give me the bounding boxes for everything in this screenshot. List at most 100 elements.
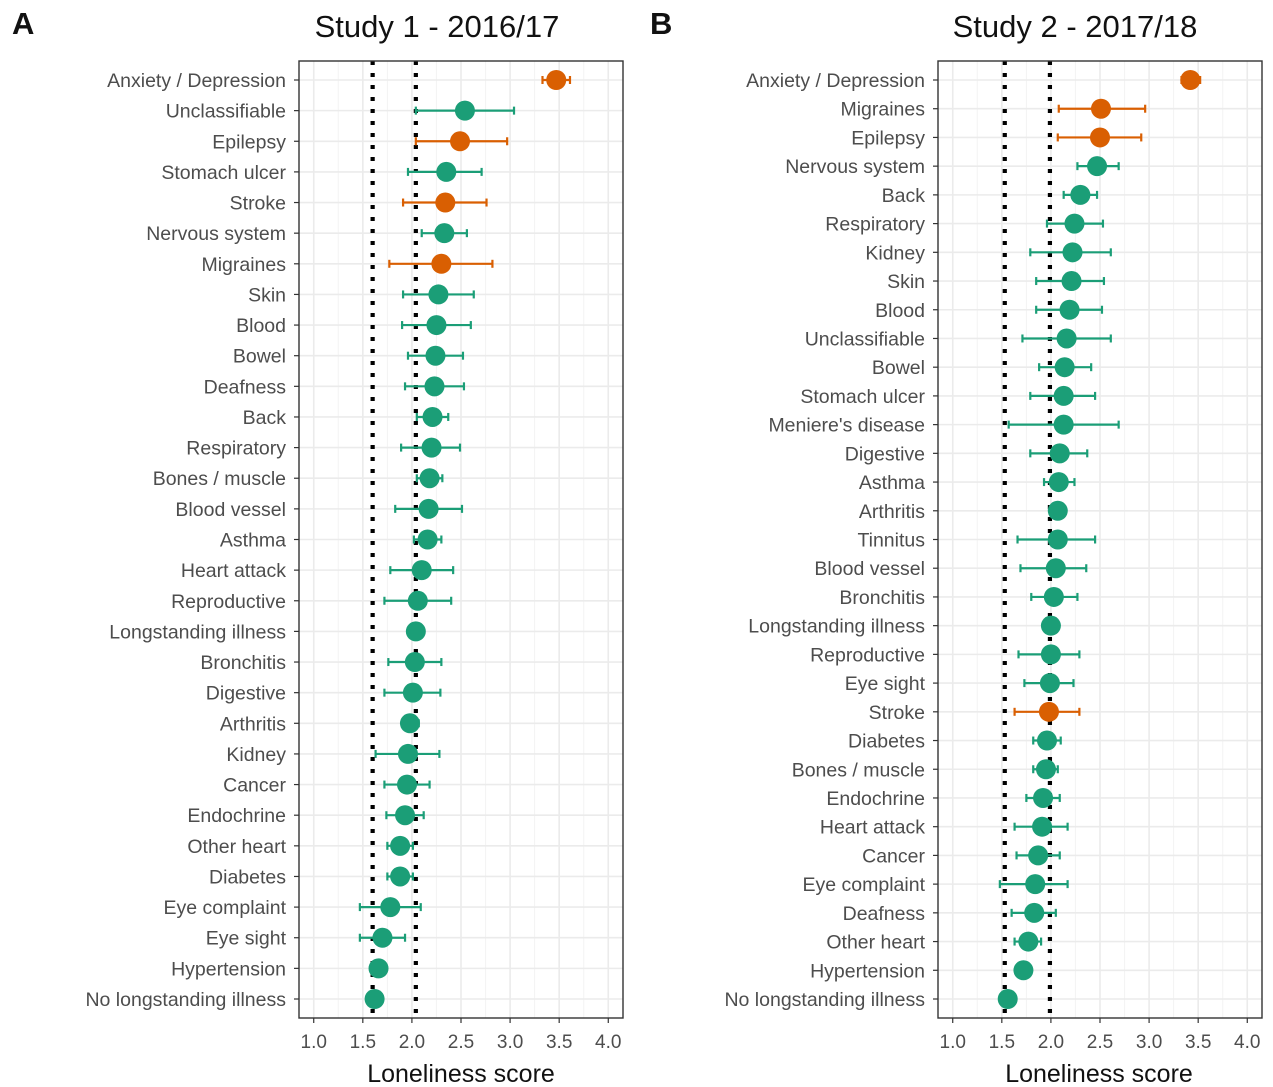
panel-b-category-label-eye-complaint: Eye complaint [803, 874, 926, 896]
panel-b-reference-lines [1002, 61, 1053, 1018]
panel-b-point-deafness [1024, 902, 1045, 923]
panel-a-frame [298, 60, 624, 1019]
panel-b-point-diabetes [1036, 730, 1057, 751]
panel-a-category-label-other-heart: Other heart [187, 836, 286, 858]
panel-b-point-migraines [1090, 98, 1111, 119]
panel-a-title: Study 1 - 2016/17 [315, 9, 560, 44]
panel-b-category-label-migraines: Migraines [840, 99, 925, 121]
panel-b-category-label-stroke: Stroke [869, 702, 925, 724]
panel-b-x-tick-label: 3.5 [1185, 1032, 1211, 1053]
panel-a-point-diabetes [390, 866, 411, 887]
panel-a-grid [299, 61, 623, 1018]
panel-a-category-label-diabetes: Diabetes [209, 866, 286, 888]
panel-a-point-blood [426, 315, 447, 336]
panel-a-point-bones-muscle [419, 468, 440, 489]
panel-b-point-blood [1059, 299, 1080, 320]
panel-b-category-label-stomach-ulcer: Stomach ulcer [800, 386, 925, 408]
panel-a-point-back [422, 406, 443, 427]
panel-b-point-hypertension [1013, 960, 1034, 981]
panel-b-category-label-other-heart: Other heart [826, 932, 925, 954]
panel-a-category-label-migraines: Migraines [201, 254, 286, 276]
panel-b-grid [938, 61, 1262, 1018]
panel-b-category-label-anxiety-depression: Anxiety / Depression [746, 70, 925, 92]
panel-a-category-label-no-longstanding-illness: No longstanding illness [85, 989, 286, 1011]
panel-a-point-longstanding-illness [405, 621, 426, 642]
panel-b-category-label-blood-vessel: Blood vessel [814, 558, 925, 580]
panel-a-category-label-endochrine: Endochrine [187, 805, 286, 827]
panel-a-point-eye-sight [372, 927, 393, 948]
panel-a-category-label-unclassifiable: Unclassifiable [166, 101, 286, 123]
panel-a-point-epilepsy [450, 131, 471, 152]
panel-a-category-label-kidney: Kidney [226, 744, 286, 766]
panel-a-point-hypertension [368, 958, 389, 979]
panel-a-point-bowel [425, 345, 446, 366]
panel-b-point-reproductive [1040, 644, 1061, 665]
panel-b-category-labels: Anxiety / Depression Migraines Epilepsy Ner… [724, 70, 925, 1011]
panel-a-x-axis-title: Loneliness score [367, 1060, 555, 1087]
panel-b-category-label-cancer: Cancer [862, 845, 925, 867]
panel-a-category-label-hypertension: Hypertension [171, 958, 286, 980]
panel-a-point-kidney [397, 743, 418, 764]
panel-b-point-endochrine [1033, 787, 1054, 808]
panel-a-x-tick-label: 1.0 [301, 1032, 327, 1053]
panel-a-category-label-digestive: Digestive [206, 683, 286, 705]
panel-b-point-cancer [1028, 845, 1049, 866]
panel-b-category-label-meniere-s-disease: Meniere's disease [768, 415, 925, 437]
panel-a-point-endochrine [395, 805, 416, 826]
panel-b-point-eye-complaint [1025, 874, 1046, 895]
panel-b-tick-labels: 1.0 1.5 2.0 2.5 3.0 3.5 4.0 [933, 79, 1260, 1053]
panel-b-category-label-bones-muscle: Bones / muscle [792, 759, 925, 781]
panel-b-point-longstanding-illness [1040, 615, 1061, 636]
panel-b-point-digestive [1049, 443, 1070, 464]
panel-a-x-tick-label: 1.5 [350, 1032, 376, 1053]
panel-a-category-label-epilepsy: Epilepsy [212, 131, 286, 153]
panel-a-letter: A [12, 6, 34, 41]
panel-a-point-stroke [435, 192, 456, 213]
panel-a-category-label-deafness: Deafness [204, 376, 287, 398]
panel-b-point-other-heart [1018, 931, 1039, 952]
panel-a-category-label-longstanding-illness: Longstanding illness [109, 621, 286, 643]
panel-b-letter: B [650, 6, 672, 41]
panel-b-category-label-tinnitus: Tinnitus [857, 530, 925, 552]
panel-a-tick-labels: 1.0 1.5 2.0 2.5 3.0 3.5 4.0 [294, 79, 621, 1053]
panel-b-point-stroke [1038, 701, 1059, 722]
panel-b-category-label-epilepsy: Epilepsy [851, 127, 925, 149]
panel-b-category-label-reproductive: Reproductive [810, 644, 925, 666]
panel-a-x-tick-label: 2.5 [448, 1032, 474, 1053]
panel-a-point-blood-vessel [418, 498, 439, 519]
panel-b-category-label-kidney: Kidney [865, 242, 925, 264]
panel-a-category-label-nervous-system: Nervous system [146, 223, 286, 245]
panel-a: A Study 1 - 2016/17 Anxiety / Depression… [12, 6, 624, 1087]
panel-b-category-label-back: Back [882, 185, 926, 207]
panel-a-point-eye-complaint [380, 897, 401, 918]
panel-b-category-label-nervous-system: Nervous system [785, 156, 925, 178]
panel-b-category-label-arthritis: Arthritis [859, 501, 925, 523]
panel-a-category-label-eye-sight: Eye sight [206, 928, 287, 950]
panel-a-category-label-stroke: Stroke [230, 193, 286, 215]
panel-b-point-epilepsy [1090, 127, 1110, 148]
panel-a-point-other-heart [390, 835, 411, 856]
panel-b-category-label-blood: Blood [875, 300, 925, 322]
panel-a-point-digestive [402, 682, 423, 703]
panel-b-point-arthritis [1047, 500, 1068, 521]
panel-b-point-asthma [1048, 472, 1069, 493]
panel-a-x-tick-label: 3.0 [497, 1032, 523, 1053]
panel-a-point-no-longstanding-illness [364, 989, 385, 1009]
panel-a-point-stomach-ulcer [436, 161, 457, 182]
panel-b-x-tick-label: 1.5 [989, 1032, 1015, 1053]
panel-b-point-nervous-system [1087, 156, 1108, 177]
panel-a-x-tick-label: 4.0 [595, 1032, 621, 1053]
panel-a-category-label-asthma: Asthma [220, 530, 286, 552]
panel-b-point-eye-sight [1039, 673, 1060, 694]
panel-a-point-asthma [417, 529, 438, 550]
panel-a-category-label-bowel: Bowel [233, 346, 286, 368]
panel-a-category-label-cancer: Cancer [223, 775, 286, 797]
panel-b-point-meniere-s-disease [1053, 414, 1074, 435]
panel-a-point-unclassifiable [454, 100, 475, 121]
panel-a-point-skin [428, 284, 449, 305]
panel-a-point-bronchitis [404, 652, 425, 673]
panel-a-category-label-bronchitis: Bronchitis [200, 652, 286, 674]
panel-b-category-label-deafness: Deafness [843, 903, 926, 925]
panel-b-x-tick-label: 2.0 [1038, 1032, 1064, 1053]
